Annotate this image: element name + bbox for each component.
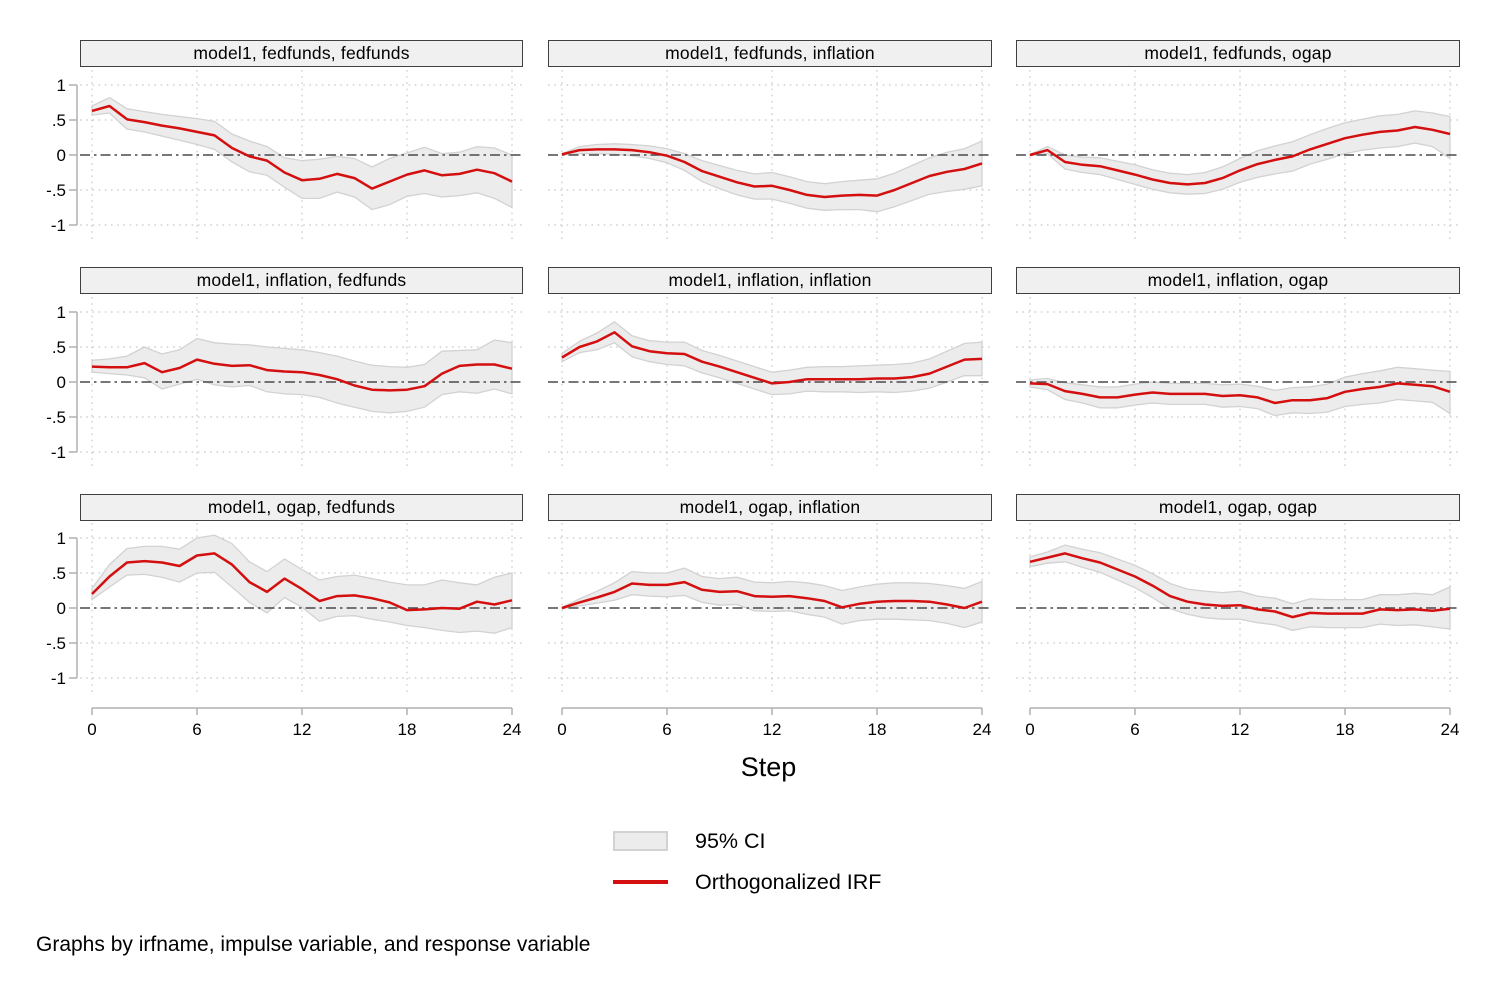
irf-line: [91, 552, 513, 612]
x-tick-label: 24: [503, 720, 522, 739]
x-tick-label: 24: [1441, 720, 1460, 739]
y-tick-label: -1: [51, 669, 66, 688]
y-tick-label: -1: [51, 443, 66, 462]
y-tick-label: -.5: [46, 181, 66, 200]
figure-caption: Graphs by irfname, impulse variable, and…: [36, 933, 591, 956]
panel-title: model1, fedfunds, fedfunds: [80, 40, 523, 67]
panel-title: model1, inflation, fedfunds: [80, 267, 523, 294]
y-tick-label: -.5: [46, 634, 66, 653]
y-tick-label: 0: [57, 599, 66, 618]
y-tick-label: -1: [51, 216, 66, 235]
x-tick-label: 12: [293, 720, 312, 739]
irf-line: [561, 580, 983, 610]
legend-entry-irf: Orthogonalized IRF: [613, 869, 881, 895]
irf-line: [1029, 382, 1451, 405]
ci-band: [561, 140, 983, 213]
y-tick-label: -.5: [46, 408, 66, 427]
irf-line-swatch-icon: [613, 880, 668, 884]
legend-entry-ci: 95% CI: [613, 828, 766, 854]
ci-band: [561, 321, 983, 396]
y-tick-label: 1: [57, 529, 66, 548]
irf-legend-label: Orthogonalized IRF: [695, 869, 882, 894]
ci-band: [1029, 366, 1451, 417]
y-tick-label: .5: [52, 564, 66, 583]
y-tick-label: 0: [57, 373, 66, 392]
x-tick-label: 18: [868, 720, 887, 739]
x-tick-label: 18: [398, 720, 417, 739]
x-tick-label: 12: [763, 720, 782, 739]
irf-line: [561, 148, 983, 199]
panel-title: model1, ogap, fedfunds: [80, 494, 523, 521]
irf-line: [561, 331, 983, 385]
ci-legend-label: 95% CI: [695, 828, 766, 853]
x-tick-label: 6: [662, 720, 671, 739]
y-tick-label: 0: [57, 146, 66, 165]
irf-line: [91, 104, 513, 190]
y-tick-label: .5: [52, 111, 66, 130]
y-tick-label: 1: [57, 76, 66, 95]
irf-line: [91, 358, 513, 392]
x-tick-label: 24: [973, 720, 992, 739]
panel-title: model1, fedfunds, inflation: [548, 40, 992, 67]
panel-title: model1, inflation, inflation: [548, 267, 992, 294]
irf-grid-plot: 1 .5 0 -.5 -1 1 .5 0 -.5 -1 1 .5 0 -.5 -1 0 6 12 18 24 0 6 12 1…: [46, 70, 1460, 739]
ci-band: [91, 96, 513, 211]
ci-area-swatch-icon: [613, 831, 668, 851]
panel-title: model1, inflation, ogap: [1016, 267, 1460, 294]
irf-line: [1029, 125, 1451, 186]
x-tick-label: 18: [1336, 720, 1355, 739]
panel-title: model1, ogap, inflation: [548, 494, 992, 521]
x-axis-title: Step: [740, 752, 797, 782]
ci-band: [1029, 110, 1451, 195]
irf-line: [1029, 552, 1451, 619]
panel-title: model1, fedfunds, ogap: [1016, 40, 1460, 67]
x-tick-label: 12: [1231, 720, 1250, 739]
ci-band: [1029, 544, 1451, 632]
x-tick-label: 6: [192, 720, 201, 739]
x-tick-label: 0: [87, 720, 96, 739]
y-tick-label: .5: [52, 338, 66, 357]
y-tick-label: 1: [57, 303, 66, 322]
x-tick-label: 6: [1130, 720, 1139, 739]
panel-title: model1, ogap, ogap: [1016, 494, 1460, 521]
ci-band: [91, 534, 513, 634]
x-tick-label: 0: [1025, 720, 1034, 739]
x-tick-label: 0: [557, 720, 566, 739]
ci-band: [91, 337, 513, 414]
